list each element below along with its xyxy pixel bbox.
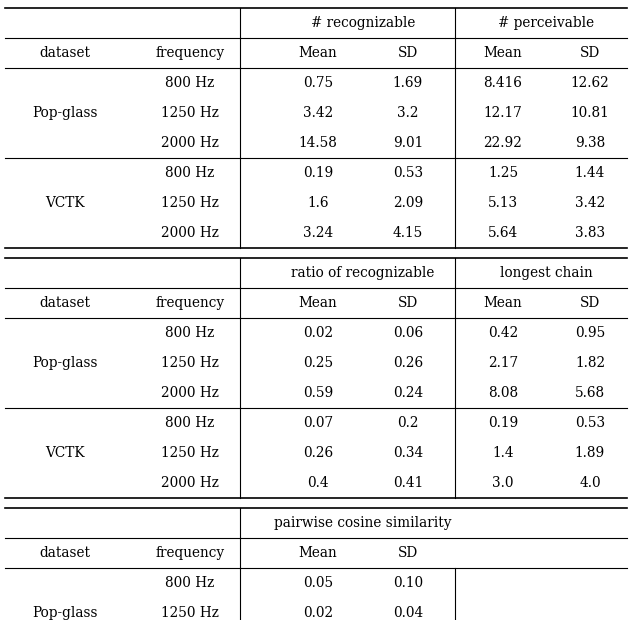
Text: 2.17: 2.17 — [488, 356, 518, 370]
Text: 5.68: 5.68 — [575, 386, 605, 400]
Text: 4.0: 4.0 — [579, 476, 601, 490]
Text: 10.81: 10.81 — [571, 106, 609, 120]
Text: Pop-glass: Pop-glass — [32, 606, 98, 620]
Text: 800 Hz: 800 Hz — [166, 166, 215, 180]
Text: 3.0: 3.0 — [492, 476, 514, 490]
Text: 0.53: 0.53 — [575, 416, 605, 430]
Text: 0.19: 0.19 — [303, 166, 333, 180]
Text: Mean: Mean — [299, 46, 337, 60]
Text: 1250 Hz: 1250 Hz — [161, 196, 219, 210]
Text: 0.53: 0.53 — [393, 166, 423, 180]
Text: 0.04: 0.04 — [393, 606, 423, 620]
Text: 1.4: 1.4 — [492, 446, 514, 460]
Text: # perceivable: # perceivable — [499, 16, 595, 30]
Text: Mean: Mean — [483, 46, 523, 60]
Text: 22.92: 22.92 — [483, 136, 523, 150]
Text: 800 Hz: 800 Hz — [166, 76, 215, 90]
Text: VCTK: VCTK — [45, 196, 85, 210]
Text: 3.42: 3.42 — [575, 196, 605, 210]
Text: Mean: Mean — [299, 296, 337, 310]
Text: VCTK: VCTK — [45, 446, 85, 460]
Text: dataset: dataset — [39, 546, 90, 560]
Text: 1250 Hz: 1250 Hz — [161, 446, 219, 460]
Text: SD: SD — [398, 46, 418, 60]
Text: 0.07: 0.07 — [303, 416, 333, 430]
Text: 1250 Hz: 1250 Hz — [161, 356, 219, 370]
Text: 4.15: 4.15 — [393, 226, 423, 240]
Text: 1.82: 1.82 — [575, 356, 605, 370]
Text: frequency: frequency — [155, 546, 224, 560]
Text: dataset: dataset — [39, 46, 90, 60]
Text: 0.41: 0.41 — [393, 476, 423, 490]
Text: 800 Hz: 800 Hz — [166, 576, 215, 590]
Text: frequency: frequency — [155, 46, 224, 60]
Text: SD: SD — [580, 46, 600, 60]
Text: 2.09: 2.09 — [393, 196, 423, 210]
Text: 1.44: 1.44 — [575, 166, 605, 180]
Text: 1.89: 1.89 — [575, 446, 605, 460]
Text: 1250 Hz: 1250 Hz — [161, 606, 219, 620]
Text: 0.19: 0.19 — [488, 416, 518, 430]
Text: dataset: dataset — [39, 296, 90, 310]
Text: 3.42: 3.42 — [303, 106, 333, 120]
Text: 0.2: 0.2 — [398, 416, 419, 430]
Text: 0.10: 0.10 — [393, 576, 423, 590]
Text: SD: SD — [398, 546, 418, 560]
Text: 2000 Hz: 2000 Hz — [161, 136, 219, 150]
Text: 0.95: 0.95 — [575, 326, 605, 340]
Text: Mean: Mean — [299, 546, 337, 560]
Text: Mean: Mean — [483, 296, 523, 310]
Text: 0.59: 0.59 — [303, 386, 333, 400]
Text: 9.38: 9.38 — [575, 136, 605, 150]
Text: 2000 Hz: 2000 Hz — [161, 386, 219, 400]
Text: 8.416: 8.416 — [483, 76, 523, 90]
Text: 2000 Hz: 2000 Hz — [161, 476, 219, 490]
Text: 0.4: 0.4 — [307, 476, 329, 490]
Text: 0.25: 0.25 — [303, 356, 333, 370]
Text: 5.64: 5.64 — [488, 226, 518, 240]
Text: 5.13: 5.13 — [488, 196, 518, 210]
Text: frequency: frequency — [155, 296, 224, 310]
Text: Pop-glass: Pop-glass — [32, 356, 98, 370]
Text: 0.24: 0.24 — [393, 386, 423, 400]
Text: Pop-glass: Pop-glass — [32, 106, 98, 120]
Text: SD: SD — [580, 296, 600, 310]
Text: 0.75: 0.75 — [303, 76, 333, 90]
Text: 800 Hz: 800 Hz — [166, 326, 215, 340]
Text: 1.6: 1.6 — [307, 196, 329, 210]
Text: 0.02: 0.02 — [303, 606, 333, 620]
Text: # recognizable: # recognizable — [311, 16, 415, 30]
Text: 3.24: 3.24 — [303, 226, 333, 240]
Text: 2000 Hz: 2000 Hz — [161, 226, 219, 240]
Text: 1.69: 1.69 — [393, 76, 423, 90]
Text: ratio of recognizable: ratio of recognizable — [291, 266, 435, 280]
Text: 0.06: 0.06 — [393, 326, 423, 340]
Text: 12.17: 12.17 — [483, 106, 523, 120]
Text: 3.2: 3.2 — [398, 106, 419, 120]
Text: 800 Hz: 800 Hz — [166, 416, 215, 430]
Text: 9.01: 9.01 — [393, 136, 423, 150]
Text: 0.26: 0.26 — [303, 446, 333, 460]
Text: SD: SD — [398, 296, 418, 310]
Text: 1250 Hz: 1250 Hz — [161, 106, 219, 120]
Text: 8.08: 8.08 — [488, 386, 518, 400]
Text: 0.34: 0.34 — [393, 446, 423, 460]
Text: 0.26: 0.26 — [393, 356, 423, 370]
Text: 1.25: 1.25 — [488, 166, 518, 180]
Text: 14.58: 14.58 — [298, 136, 337, 150]
Text: 12.62: 12.62 — [571, 76, 609, 90]
Text: 3.83: 3.83 — [575, 226, 605, 240]
Text: 0.02: 0.02 — [303, 326, 333, 340]
Text: 0.05: 0.05 — [303, 576, 333, 590]
Text: 0.42: 0.42 — [488, 326, 518, 340]
Text: longest chain: longest chain — [500, 266, 593, 280]
Text: pairwise cosine similarity: pairwise cosine similarity — [274, 516, 452, 530]
